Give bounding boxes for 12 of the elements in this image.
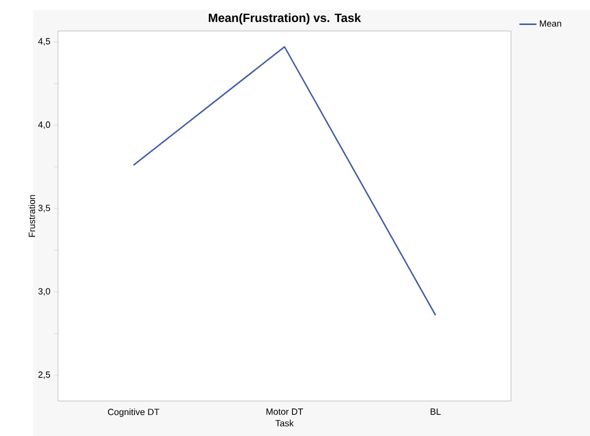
y-tick-label: 3,5 bbox=[38, 204, 50, 212]
y-tick-label: 3,0 bbox=[38, 288, 50, 296]
legend-label: Mean bbox=[540, 20, 562, 27]
y-tick-label: 2,5 bbox=[38, 371, 50, 379]
y-tick-label: 4,0 bbox=[38, 121, 50, 129]
x-tick-label: Motor DT bbox=[266, 408, 304, 415]
x-tick-label: BL bbox=[430, 408, 441, 415]
x-axis-title: Task bbox=[275, 420, 294, 426]
y-axis-title: Frustration bbox=[28, 195, 36, 237]
y-tick-label: 4,5 bbox=[38, 38, 50, 46]
x-tick-label: Cognitive DT bbox=[108, 408, 160, 417]
chart-title: Mean(Frustration) vs. Task bbox=[208, 13, 361, 24]
